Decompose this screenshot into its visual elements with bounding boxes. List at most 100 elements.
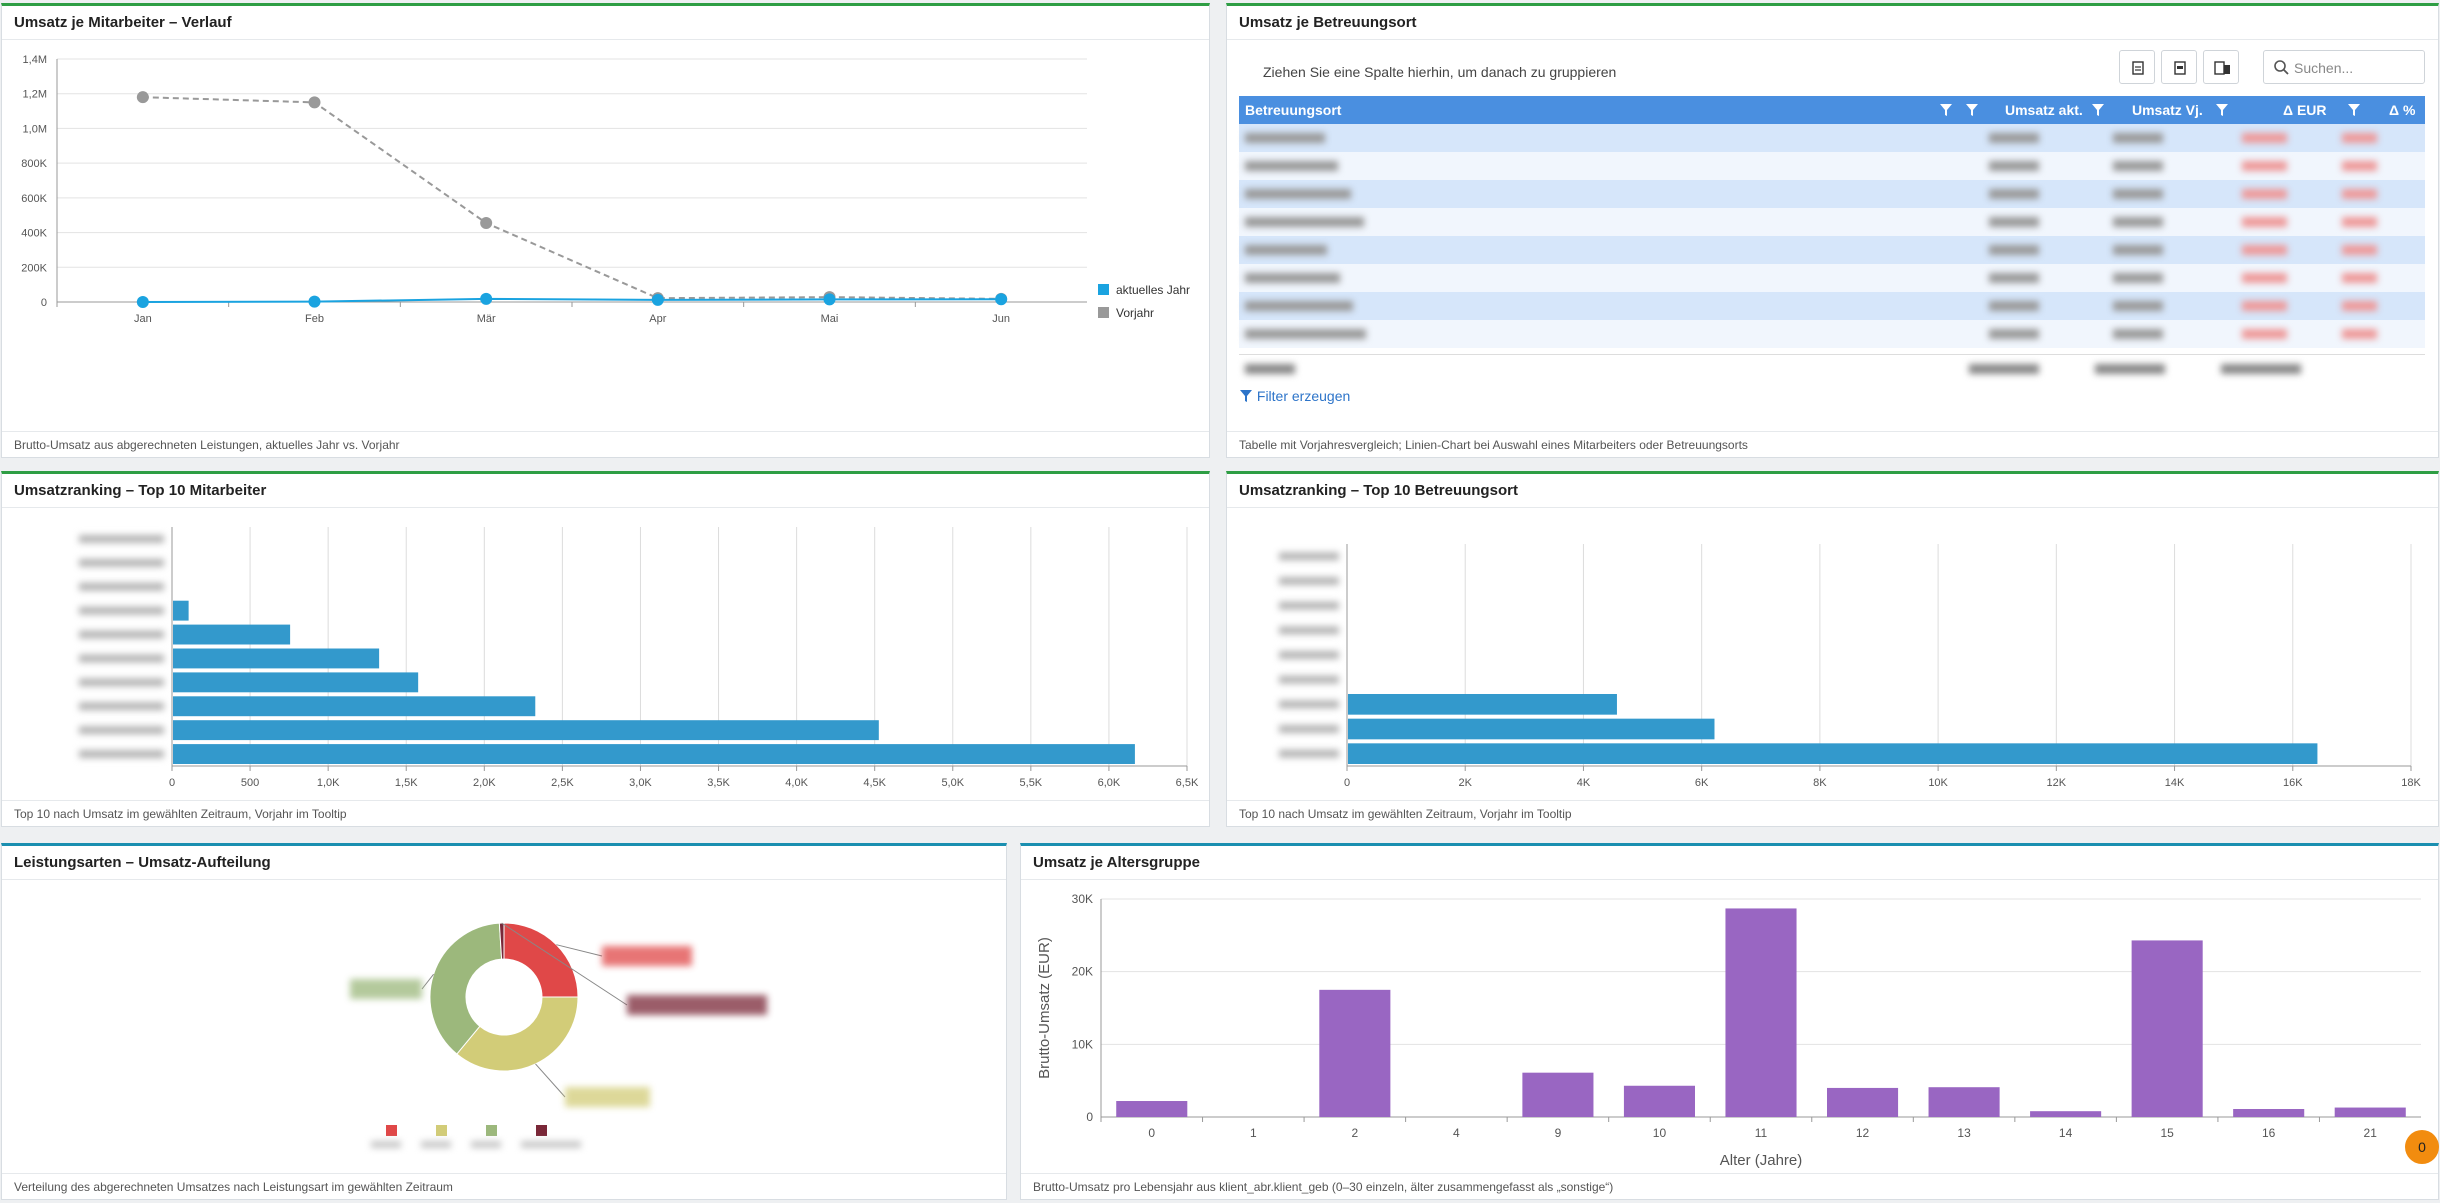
table-cell — [2242, 161, 2287, 171]
pie-slice — [503, 922, 579, 998]
category-label-redacted — [79, 630, 164, 639]
table-row[interactable] — [1239, 320, 2425, 348]
legend-swatch — [536, 1125, 547, 1136]
line-chart-verlauf: 0 200K 400K 600K 800K 1,0M 1,2M 1,4M Jan Feb Mär Ap… — [21, 54, 1190, 325]
x-tick-label: 16 — [2262, 1126, 2276, 1140]
panel-footer: Top 10 nach Umsatz im gewählten Zeitraum… — [2, 800, 1209, 826]
x-tick-label: 15 — [2160, 1126, 2174, 1140]
x-tick-label: 18K — [2401, 777, 2421, 789]
table-row[interactable] — [1239, 292, 2425, 320]
filter-icon[interactable] — [1939, 103, 1953, 117]
table-row[interactable] — [1239, 236, 2425, 264]
file-pdf-icon — [2174, 61, 2186, 75]
table-cell — [1989, 161, 2039, 171]
table-row[interactable] — [1239, 208, 2425, 236]
series-line — [142, 96, 1002, 300]
table-cell — [1989, 245, 2039, 255]
column-chooser-button[interactable] — [2203, 50, 2239, 84]
create-filter-link[interactable]: Filter erzeugen — [1239, 388, 1350, 404]
table-cell — [2342, 245, 2377, 255]
column-header-betreuungsort[interactable]: Betreuungsort — [1245, 102, 1342, 118]
table-row[interactable] — [1239, 264, 2425, 292]
table-cell — [2113, 217, 2163, 227]
table-cell — [1245, 329, 1366, 339]
export-pdf-button[interactable] — [2161, 50, 2197, 84]
bar — [1522, 1072, 1594, 1117]
category-label-redacted — [79, 750, 164, 759]
column-header-delta-pct[interactable]: Δ % — [2389, 102, 2416, 118]
category-label-redacted — [79, 702, 164, 711]
panel-title: Umsatz je Mitarbeiter – Verlauf — [2, 6, 1209, 40]
column-header-delta-eur[interactable]: Δ EUR — [2283, 102, 2327, 118]
data-point — [651, 293, 664, 306]
table-cell — [2342, 329, 2377, 339]
bar — [2030, 1111, 2102, 1117]
summary-cell — [2095, 364, 2165, 374]
x-tick-label: 10K — [1928, 777, 1948, 789]
x-tick-label: 9 — [1555, 1126, 1562, 1140]
panel-title: Umsatzranking – Top 10 Mitarbeiter — [2, 474, 1209, 508]
y-tick-label: 20K — [1072, 965, 1093, 979]
filter-icon[interactable] — [2347, 103, 2361, 117]
table-cell — [2113, 161, 2163, 171]
filter-icon[interactable] — [2091, 103, 2105, 117]
bar — [1725, 908, 1797, 1117]
bar — [1348, 718, 1715, 740]
table-row[interactable] — [1239, 180, 2425, 208]
column-header-umsatz-akt[interactable]: Umsatz akt. — [2005, 102, 2083, 118]
table-cell — [1245, 189, 1351, 199]
category-label-redacted — [1279, 675, 1339, 684]
y-tick-label: 400K — [21, 228, 47, 240]
data-point — [480, 217, 493, 230]
search-icon — [2274, 60, 2289, 75]
y-axis-label: Brutto-Umsatz (EUR) — [1036, 937, 1053, 1079]
x-tick-label: 2,5K — [551, 777, 574, 789]
data-point — [136, 91, 149, 104]
table-cell — [2242, 273, 2287, 283]
panel-title: Umsatz je Altersgruppe — [1021, 846, 2438, 880]
y-tick-label: 30K — [1072, 892, 1093, 906]
panel-umsatz-betreuungsort: Umsatz je Betreuungsort Ziehen Sie eine … — [1226, 3, 2439, 458]
category-label-redacted — [79, 558, 164, 567]
table-summary-row — [1239, 354, 2425, 382]
table-cell — [2242, 245, 2287, 255]
table-row[interactable] — [1239, 152, 2425, 180]
legend-label-redacted — [371, 1141, 401, 1148]
summary-cell — [1969, 364, 2039, 374]
x-tick-label: Feb — [305, 313, 324, 325]
panel-umsatz-verlauf: Umsatz je Mitarbeiter – Verlauf 0 200K 400… — [1, 3, 1210, 458]
data-point — [995, 293, 1008, 306]
series-line — [142, 297, 1002, 303]
export-excel-button[interactable] — [2119, 50, 2155, 84]
x-tick-label: 6K — [1695, 777, 1709, 789]
y-tick-label: 200K — [21, 262, 47, 274]
category-label-redacted — [79, 654, 164, 663]
category-label-redacted — [79, 678, 164, 687]
filter-icon[interactable] — [1965, 103, 1979, 117]
table-search-input[interactable]: Suchen... — [2263, 50, 2425, 84]
x-axis-label: Alter (Jahre) — [1720, 1152, 1803, 1169]
column-header-umsatz-vj[interactable]: Umsatz Vj. — [2132, 102, 2203, 118]
x-tick-label: 8K — [1813, 777, 1827, 789]
data-point — [823, 293, 836, 306]
bar — [1623, 1085, 1695, 1117]
category-label-redacted — [1279, 700, 1339, 709]
summary-cell — [2221, 364, 2301, 374]
panel-footer: Verteilung des abgerechneten Umsatzes na… — [2, 1173, 1006, 1199]
table-cell — [1245, 245, 1327, 255]
file-export-icon — [2132, 61, 2144, 75]
bar — [173, 600, 189, 621]
legend-label-redacted — [471, 1141, 501, 1148]
filter-icon[interactable] — [2215, 103, 2229, 117]
table-cell — [1989, 133, 2039, 143]
notification-badge[interactable]: 0 — [2405, 1130, 2439, 1164]
category-label-redacted — [1279, 577, 1339, 585]
category-label-redacted — [1279, 749, 1339, 758]
group-panel-hint[interactable]: Ziehen Sie eine Spalte hierhin, um danac… — [1263, 64, 1617, 80]
y-tick-label: 0 — [1086, 1110, 1093, 1124]
table-row[interactable] — [1239, 124, 2425, 152]
x-tick-label: 0 — [169, 777, 175, 789]
x-tick-label: Apr — [649, 313, 666, 325]
legend-swatch — [1098, 307, 1109, 318]
x-tick-label: 16K — [2283, 777, 2303, 789]
